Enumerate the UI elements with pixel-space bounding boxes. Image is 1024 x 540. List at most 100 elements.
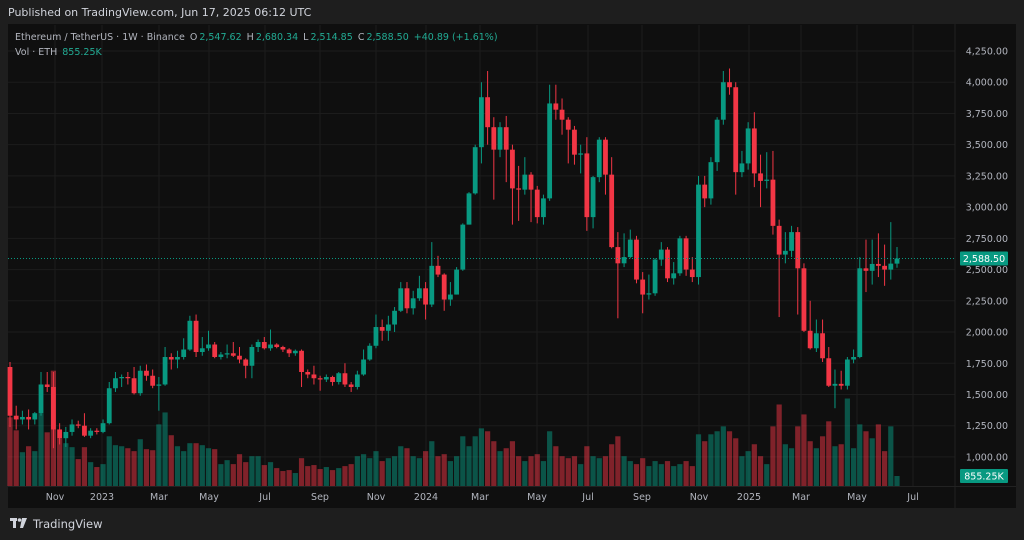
volume-bar	[528, 456, 534, 486]
volume-bar	[13, 430, 19, 486]
candle-body	[441, 274, 447, 300]
candle-body	[392, 310, 397, 325]
volume-bar	[156, 424, 162, 486]
candle-body	[739, 163, 745, 173]
candle-body	[7, 366, 13, 416]
candle-body	[379, 327, 385, 331]
candle-body	[857, 268, 863, 358]
volume-label[interactable]: Vol · ETH	[15, 47, 58, 58]
volume-bar	[857, 424, 863, 486]
volume-bar	[795, 426, 801, 486]
candle-body	[181, 349, 187, 358]
candle-body	[714, 119, 720, 163]
volume-bar	[503, 448, 509, 486]
candle-body	[119, 376, 125, 379]
volume-bar	[726, 431, 733, 486]
candle-body	[20, 416, 25, 420]
candle-body	[503, 127, 509, 150]
candle-body	[286, 349, 292, 354]
volume-bar	[844, 398, 850, 486]
volume-bar	[348, 464, 354, 486]
x-tick-label: Nov	[690, 492, 709, 503]
candle-body	[776, 225, 782, 255]
candle-body	[336, 373, 342, 382]
volume-bar	[267, 462, 274, 486]
volume-bar	[218, 464, 224, 486]
candle-body	[696, 184, 701, 278]
volume-bar	[764, 464, 770, 486]
volume-bar	[677, 464, 683, 486]
candle-body	[249, 347, 255, 366]
high-label: H	[246, 32, 254, 43]
candle-body	[268, 344, 273, 349]
candle-body	[311, 374, 317, 379]
last-price-label: 2,588.50	[963, 254, 1005, 265]
candle-body	[516, 188, 522, 190]
volume-bar	[94, 467, 100, 486]
candle-body	[274, 344, 280, 348]
volume-bar	[404, 448, 410, 486]
candle-body	[51, 386, 56, 430]
volume-bar	[733, 438, 739, 486]
candle-body	[844, 359, 850, 386]
y-tick-label: 1,500.00	[966, 390, 1008, 401]
low-value: 2,514.85	[310, 32, 353, 43]
candle-body	[323, 376, 329, 380]
candle-body	[113, 378, 118, 389]
candle-body	[609, 174, 615, 248]
volume-bar	[125, 448, 131, 486]
volume-bar	[770, 426, 776, 486]
candle-body	[280, 347, 286, 350]
candle-body	[429, 265, 435, 305]
volume-bar	[193, 443, 199, 486]
candle-body	[361, 359, 366, 375]
volume-bar	[441, 454, 447, 486]
candle-body	[683, 238, 689, 270]
symbol-description[interactable]: Ethereum / TetherUS · 1W · Binance	[15, 32, 185, 43]
volume-bar	[342, 466, 348, 486]
candle-body	[385, 324, 391, 331]
candle-body	[454, 269, 460, 295]
volume-bar	[230, 464, 236, 486]
volume-bar	[181, 451, 187, 486]
volume-bar	[826, 421, 832, 486]
chart-legend: Ethereum / TetherUS · 1W · Binance O 2,54…	[15, 30, 500, 60]
candle-body	[708, 162, 714, 199]
x-tick-label: Jul	[906, 492, 918, 503]
candle-body	[832, 383, 838, 386]
change-value: +40.89 (+1.61%)	[413, 32, 498, 43]
y-tick-label: 1,000.00	[966, 452, 1008, 463]
x-tick-label: Nov	[367, 492, 386, 503]
volume-bar	[187, 443, 193, 486]
volume-bar	[367, 458, 373, 486]
volume-bar	[596, 458, 602, 486]
volume-bar	[888, 426, 894, 486]
volume-bar	[485, 431, 491, 486]
candle-body	[187, 320, 193, 350]
candle-body	[13, 415, 19, 420]
volume-bar	[416, 458, 422, 486]
volume-bar	[466, 446, 472, 486]
volume-bar	[274, 468, 280, 486]
volume-bar	[292, 473, 298, 486]
volume-bar	[801, 414, 807, 486]
candle-body	[745, 128, 751, 164]
volume-bar	[522, 461, 528, 486]
volume-bar	[410, 456, 416, 486]
candle-body	[218, 354, 224, 358]
volume-bar	[497, 451, 503, 486]
x-tick-label: 2023	[90, 492, 114, 503]
candle-body	[416, 288, 422, 299]
candle-body	[348, 384, 354, 387]
volume-bar	[38, 413, 44, 486]
volume-bar	[714, 431, 720, 486]
candle-body	[596, 139, 602, 178]
volume-bar	[807, 441, 813, 486]
candle-body	[689, 269, 695, 278]
volume-bar	[460, 436, 466, 486]
candle-body	[547, 103, 553, 199]
volume-bar	[311, 465, 317, 486]
candle-body	[373, 327, 379, 346]
candle-body	[869, 263, 875, 271]
